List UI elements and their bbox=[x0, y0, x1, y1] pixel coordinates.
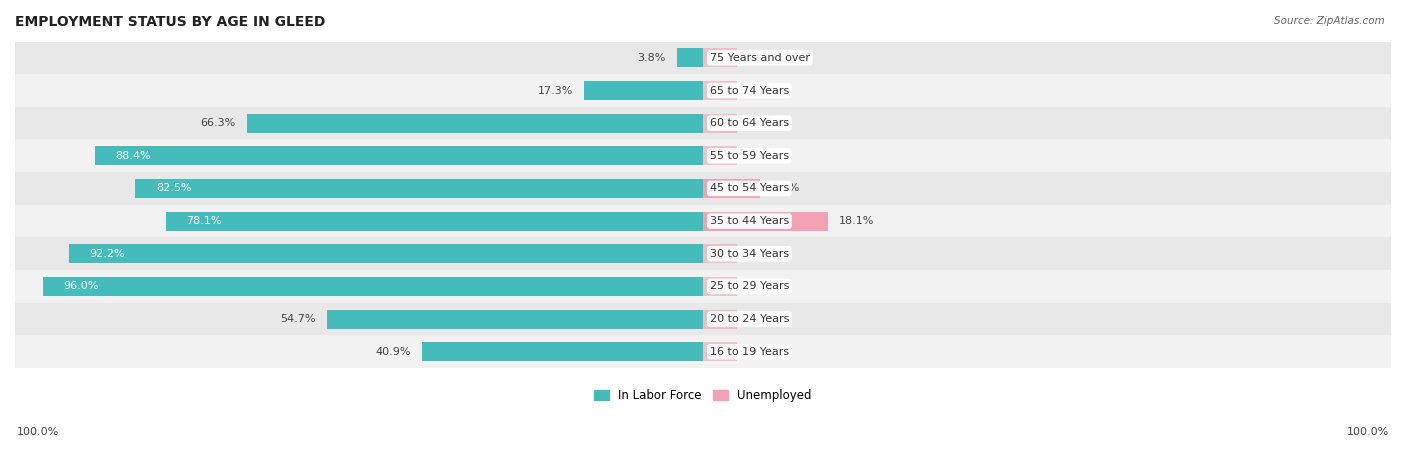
Bar bbox=[703, 277, 737, 296]
Text: 0.0%: 0.0% bbox=[748, 151, 776, 161]
Text: 0.0%: 0.0% bbox=[748, 53, 776, 63]
Bar bbox=[422, 342, 703, 361]
Bar bbox=[15, 270, 1391, 303]
Bar bbox=[166, 212, 703, 230]
Bar bbox=[703, 146, 737, 165]
Bar bbox=[703, 81, 737, 100]
Bar bbox=[247, 114, 703, 133]
Bar bbox=[15, 41, 1391, 74]
Bar bbox=[703, 114, 737, 133]
Bar bbox=[703, 342, 737, 361]
Text: 20 to 24 Years: 20 to 24 Years bbox=[710, 314, 789, 324]
Bar bbox=[703, 179, 761, 198]
Bar bbox=[135, 179, 703, 198]
Text: 40.9%: 40.9% bbox=[375, 347, 411, 357]
Text: 45 to 54 Years: 45 to 54 Years bbox=[710, 184, 789, 193]
Text: 66.3%: 66.3% bbox=[201, 118, 236, 128]
Bar bbox=[326, 310, 703, 328]
Text: 0.0%: 0.0% bbox=[748, 249, 776, 259]
Bar bbox=[94, 146, 703, 165]
Legend: In Labor Force, Unemployed: In Labor Force, Unemployed bbox=[589, 384, 817, 407]
Text: 17.3%: 17.3% bbox=[537, 86, 574, 96]
Text: 30 to 34 Years: 30 to 34 Years bbox=[710, 249, 789, 259]
Text: 92.2%: 92.2% bbox=[90, 249, 125, 259]
Text: 54.7%: 54.7% bbox=[280, 314, 316, 324]
Text: 55 to 59 Years: 55 to 59 Years bbox=[710, 151, 789, 161]
Text: 75 Years and over: 75 Years and over bbox=[710, 53, 810, 63]
Bar bbox=[703, 48, 737, 67]
Text: 0.0%: 0.0% bbox=[748, 314, 776, 324]
Text: 78.1%: 78.1% bbox=[187, 216, 222, 226]
Text: 3.8%: 3.8% bbox=[637, 53, 666, 63]
Bar bbox=[15, 74, 1391, 107]
Text: 0.0%: 0.0% bbox=[748, 347, 776, 357]
Bar bbox=[583, 81, 703, 100]
Text: 60 to 64 Years: 60 to 64 Years bbox=[710, 118, 789, 128]
Text: 88.4%: 88.4% bbox=[115, 151, 150, 161]
Bar bbox=[15, 205, 1391, 237]
Text: 16 to 19 Years: 16 to 19 Years bbox=[710, 347, 789, 357]
Bar bbox=[42, 277, 703, 296]
Text: 18.1%: 18.1% bbox=[838, 216, 875, 226]
Text: EMPLOYMENT STATUS BY AGE IN GLEED: EMPLOYMENT STATUS BY AGE IN GLEED bbox=[15, 15, 325, 29]
Bar bbox=[703, 212, 828, 230]
Bar bbox=[15, 237, 1391, 270]
Bar bbox=[703, 310, 737, 328]
Bar bbox=[15, 303, 1391, 336]
Text: 0.0%: 0.0% bbox=[748, 118, 776, 128]
Bar bbox=[15, 139, 1391, 172]
Text: Source: ZipAtlas.com: Source: ZipAtlas.com bbox=[1274, 16, 1385, 26]
Text: 100.0%: 100.0% bbox=[1347, 428, 1389, 437]
Bar bbox=[15, 172, 1391, 205]
Text: 100.0%: 100.0% bbox=[17, 428, 59, 437]
Bar bbox=[15, 336, 1391, 368]
Bar bbox=[15, 107, 1391, 139]
Text: 8.3%: 8.3% bbox=[770, 184, 800, 193]
Text: 25 to 29 Years: 25 to 29 Years bbox=[710, 281, 789, 291]
Text: 82.5%: 82.5% bbox=[156, 184, 191, 193]
Text: 0.0%: 0.0% bbox=[748, 281, 776, 291]
Text: 0.0%: 0.0% bbox=[748, 86, 776, 96]
Bar bbox=[69, 244, 703, 263]
Text: 96.0%: 96.0% bbox=[63, 281, 98, 291]
Bar bbox=[703, 244, 737, 263]
Bar bbox=[676, 48, 703, 67]
Text: 35 to 44 Years: 35 to 44 Years bbox=[710, 216, 789, 226]
Text: 65 to 74 Years: 65 to 74 Years bbox=[710, 86, 789, 96]
